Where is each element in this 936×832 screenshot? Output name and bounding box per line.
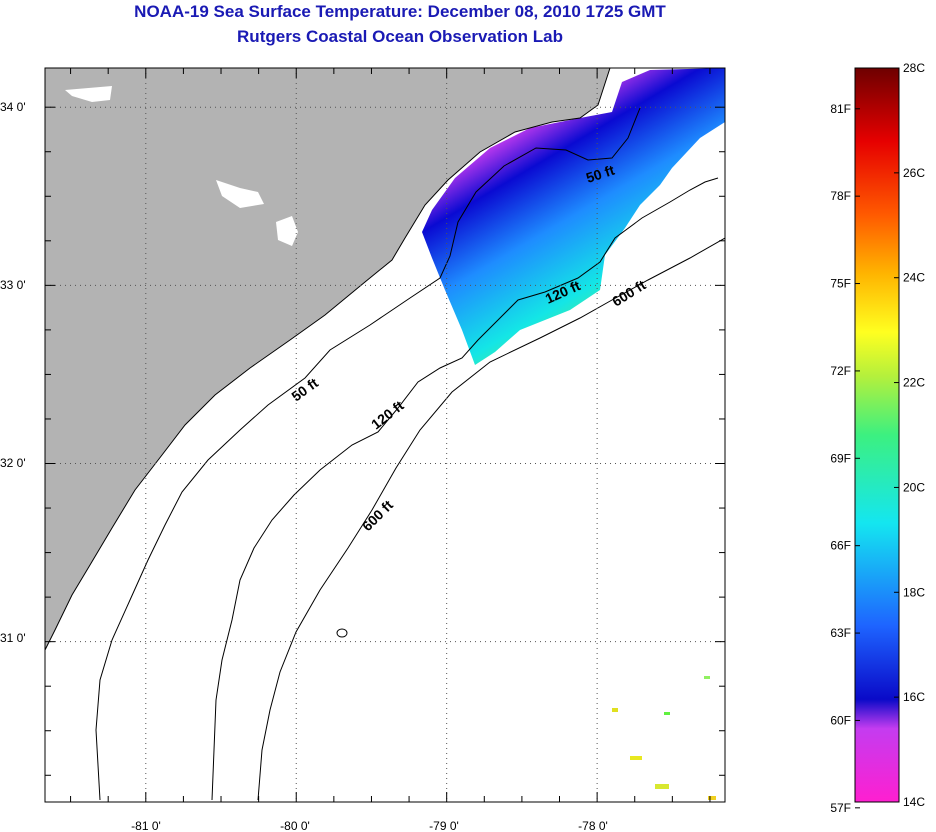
colorbar-label-c: 26C <box>903 166 925 180</box>
colorbar-label-f: 72F <box>830 364 851 378</box>
colorbar-label-c: 28C <box>903 61 925 75</box>
colorbar-label-c: 24C <box>903 271 925 285</box>
colorbar-label-f: 66F <box>830 539 851 553</box>
temperature-colorbar: 81F 78F 75F 72F 69F 66F 63F 60F 57F 28C 26C 24C 22C… <box>830 61 925 815</box>
colorbar-label-f: 78F <box>830 189 851 203</box>
sst-pixel <box>655 784 669 789</box>
lon-label-78: -78 0' <box>578 819 608 832</box>
lat-label-32: 32 0' <box>0 456 26 470</box>
colorbar-label-c: 18C <box>903 585 925 599</box>
lon-label-80: -80 0' <box>280 819 310 832</box>
colorbar-label-f: 75F <box>830 277 851 291</box>
colorbar-label-c: 20C <box>903 480 925 494</box>
colorbar-label-f: 60F <box>830 713 851 727</box>
lon-label-81: -81 0' <box>131 819 161 832</box>
sst-pixel <box>704 676 710 679</box>
sst-pixel <box>708 796 716 800</box>
colorbar-label-f: 69F <box>830 451 851 465</box>
colorbar-gradient <box>855 68 899 802</box>
lat-label-34: 34 0' <box>0 100 26 114</box>
sst-pixel <box>630 756 642 760</box>
colorbar-label-c: 22C <box>903 376 925 390</box>
colorbar-label-f: 81F <box>830 102 851 116</box>
colorbar-label-f: 57F <box>830 801 851 815</box>
sst-pixel <box>612 708 618 712</box>
lake <box>55 676 70 704</box>
colorbar-label-f: 63F <box>830 626 851 640</box>
colorbar-label-c: 16C <box>903 690 925 704</box>
sst-pixel <box>664 712 670 715</box>
colorbar-label-c: 14C <box>903 795 925 809</box>
lat-label-31: 31 0' <box>0 631 26 645</box>
lon-label-79: -79 0' <box>429 819 459 832</box>
lat-label-33: 33 0' <box>0 278 26 292</box>
